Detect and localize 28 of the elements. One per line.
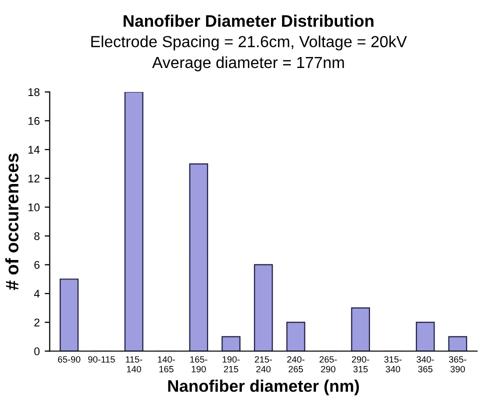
- text: Average diameter = 177nm: [152, 56, 344, 72]
- y-tick-label: 6: [34, 261, 40, 269]
- y-tick-label: 0: [34, 347, 40, 356]
- x-tick-label: 90-115: [88, 356, 115, 363]
- x-tick-label: 65-90: [58, 356, 80, 363]
- y-tick-label: 10: [28, 203, 40, 212]
- x-tick-label: 365-390: [449, 356, 466, 372]
- x-tick-label: 240-265: [287, 356, 304, 372]
- x-tick-label: 290-315: [352, 356, 370, 372]
- x-tick-label: 340-365: [416, 356, 434, 372]
- y-tick-label: 16: [28, 117, 40, 125]
- x-tick-label: 165-190: [190, 356, 208, 372]
- x-tick-label: 215-240: [254, 356, 272, 372]
- y-axis-title: # of occurences: [5, 154, 18, 290]
- chart-subtitle: Electrode Spacing = 21.6cm, Voltage = 20kV: [91, 36, 407, 50]
- x-tick-label: 265-290: [320, 356, 337, 372]
- x-tick-label: 190-215: [222, 356, 240, 372]
- x-tick-label: 115-140: [126, 356, 142, 372]
- y-tick-label: 4: [34, 290, 40, 298]
- y-tick-label: 14: [28, 146, 40, 154]
- y-tick-label: 18: [28, 88, 40, 96]
- x-tick-label: 140-165: [158, 356, 175, 372]
- y-tick-label: 12: [28, 174, 40, 182]
- x-tick-label: 315-340: [384, 356, 402, 372]
- y-tick-label: 8: [34, 232, 40, 240]
- x-axis-title: Nanofiber diameter (nm): [168, 380, 359, 396]
- y-tick-label: 2: [34, 318, 40, 326]
- chart-title: Nanofiber Diameter Distribution: [124, 14, 374, 27]
